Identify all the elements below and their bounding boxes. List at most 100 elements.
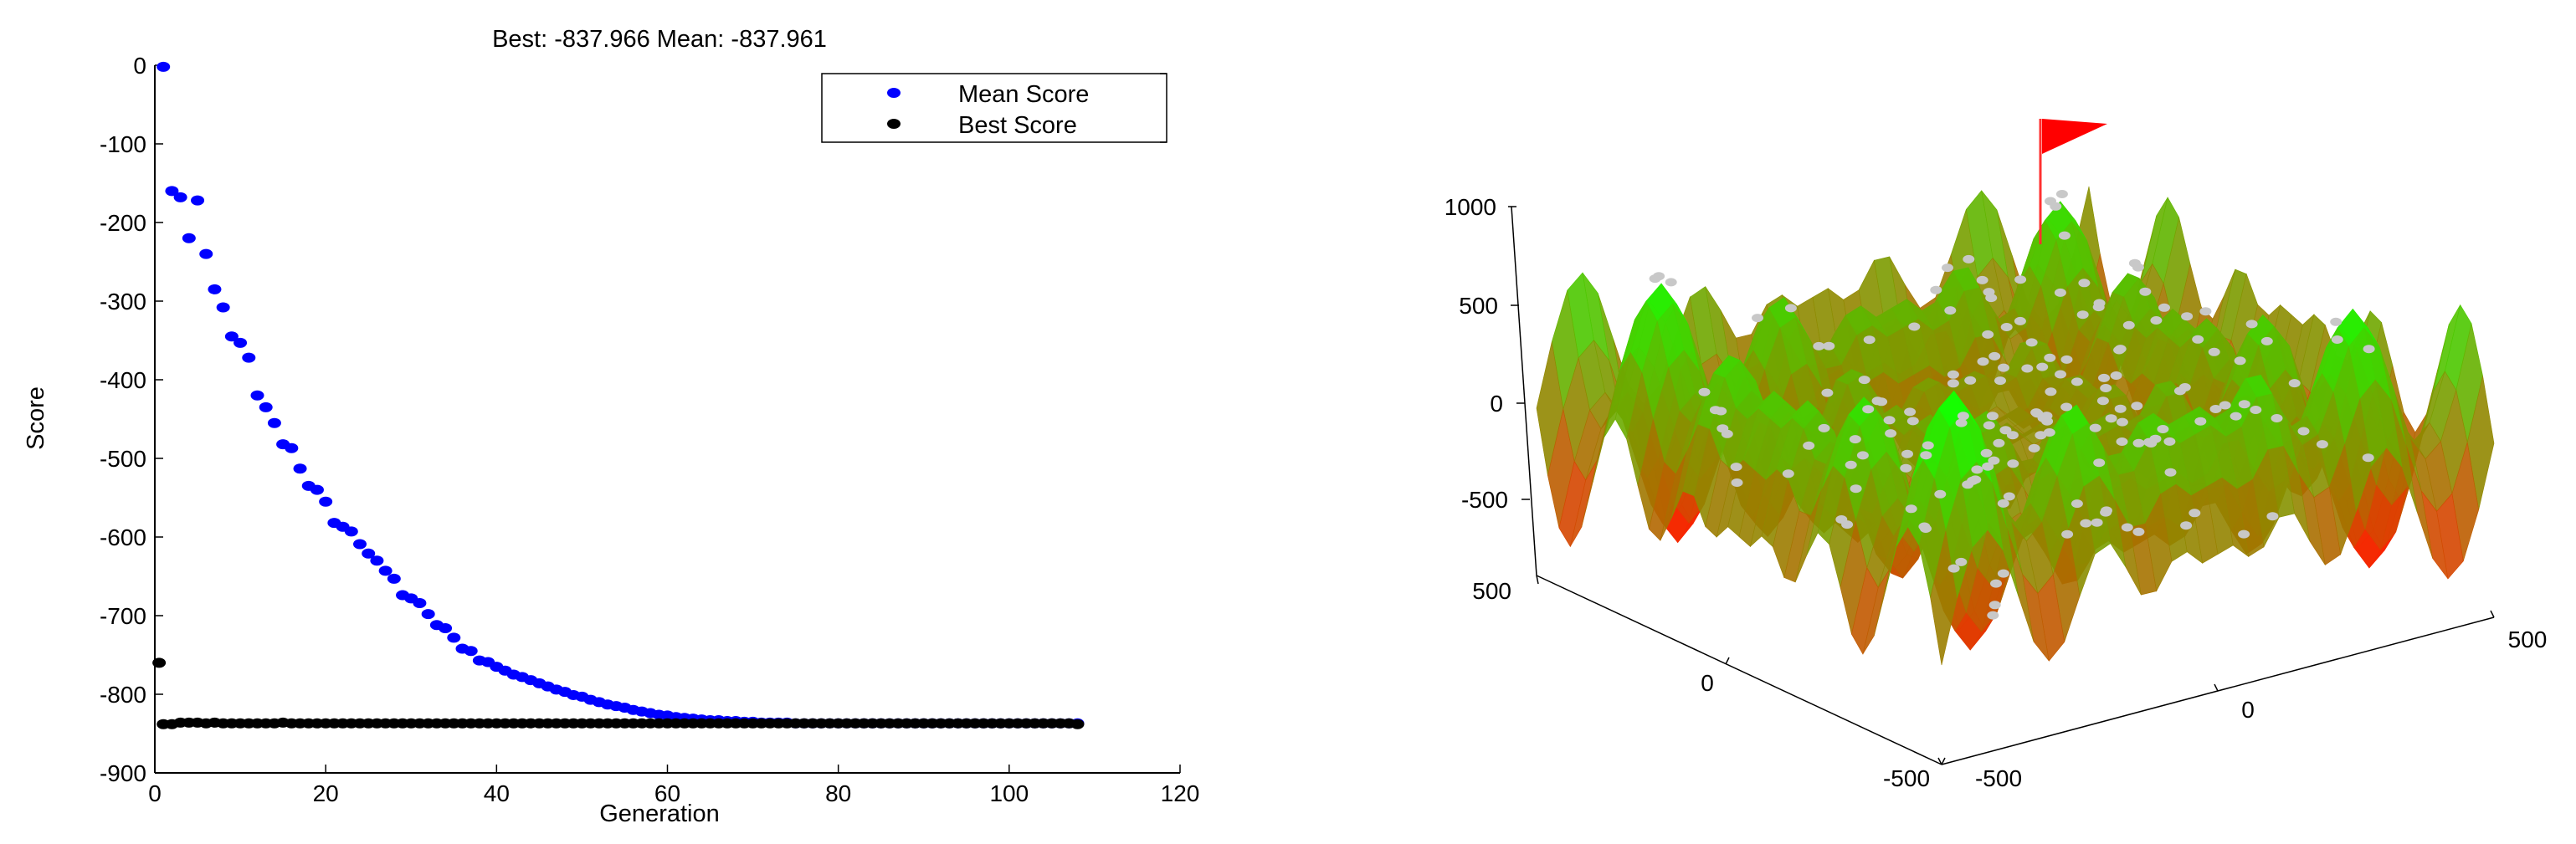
x-tick-label-3d: 0 <box>2241 697 2255 723</box>
x-axis-label: Generation <box>599 801 720 827</box>
population-point <box>2271 414 2283 422</box>
population-point <box>2199 307 2212 316</box>
population-point <box>2000 323 2013 331</box>
population-point <box>2044 353 2056 362</box>
population-point <box>2110 371 2122 380</box>
mean-score-point <box>413 597 427 608</box>
best-score-point <box>152 657 167 668</box>
y-tick-label: -700 <box>100 603 146 629</box>
population-point <box>1988 351 2001 361</box>
population-point <box>2061 529 2074 539</box>
z-tick-label: 0 <box>1490 391 1503 417</box>
z-tick-label: -500 <box>1461 487 1508 513</box>
population-point <box>1947 379 1959 388</box>
population-point <box>1665 278 1677 287</box>
population-point <box>1858 376 1870 385</box>
mean-score-point <box>233 337 248 348</box>
population-point <box>2076 310 2089 320</box>
population-point <box>2055 190 2068 198</box>
y-tick-label-3d: 0 <box>1701 670 1714 696</box>
population-point <box>1987 611 1999 620</box>
population-point <box>2105 414 2117 423</box>
population-point <box>2043 428 2055 437</box>
population-point <box>2054 288 2066 297</box>
population-point <box>1982 462 1994 471</box>
population-point <box>2260 336 2273 345</box>
population-point <box>2209 405 2222 413</box>
population-point <box>1885 429 1897 438</box>
y-tick-label: -900 <box>100 760 146 786</box>
y-tick-label: -800 <box>100 682 146 708</box>
y-axis-label: Score <box>23 386 49 450</box>
mean-score-point <box>378 565 393 576</box>
population-point <box>1850 484 1862 494</box>
x-tick-group: 0 20 40 60 80 100 120 <box>148 765 1199 806</box>
population-point <box>2101 506 2112 515</box>
population-point <box>1988 601 2001 610</box>
population-point <box>2045 387 2057 396</box>
z-tick-label: 500 <box>1459 293 1498 319</box>
x-tick-label: 40 <box>484 780 510 806</box>
best-score-series <box>152 657 1085 729</box>
population-point <box>2116 437 2128 446</box>
population-point <box>2139 287 2152 296</box>
population-point <box>1862 405 1875 414</box>
population-point <box>2116 417 2128 427</box>
mean-score-point <box>387 573 401 584</box>
x-tick-label: 60 <box>654 780 680 806</box>
population-point <box>1997 569 2009 578</box>
population-point <box>1856 451 1869 460</box>
population-point <box>1947 370 1959 379</box>
population-point <box>2093 458 2106 468</box>
population-point <box>2150 316 2163 325</box>
mean-score-point <box>267 417 281 428</box>
population-point <box>1955 557 1968 566</box>
population-point <box>1980 448 1993 458</box>
population-point <box>2208 347 2220 356</box>
population-point <box>2025 338 2038 347</box>
population-point <box>2071 377 2083 386</box>
population-point <box>1982 330 1994 339</box>
mean-score-point <box>208 284 222 294</box>
y-tick-label: -100 <box>100 131 146 157</box>
legend-marker-best <box>887 119 901 129</box>
population-point <box>2288 379 2301 388</box>
population-point <box>1983 421 1995 430</box>
population-point <box>2181 312 2194 321</box>
population-point <box>1998 363 2009 372</box>
population-point <box>1823 341 1835 350</box>
population-point <box>1653 272 1665 281</box>
population-point <box>2036 362 2049 371</box>
population-point <box>2045 197 2056 206</box>
flag-icon <box>2042 119 2107 154</box>
y-tick-label: -200 <box>100 210 146 236</box>
population-point <box>2362 453 2374 463</box>
population-point <box>2266 512 2279 521</box>
population-point <box>1986 412 1999 421</box>
population-point <box>2238 400 2250 409</box>
population-point <box>1964 376 1977 385</box>
population-point <box>2121 523 2133 532</box>
population-point <box>1784 304 1797 313</box>
population-point <box>2092 303 2105 312</box>
y-tick-label: -400 <box>100 367 146 393</box>
surface-chart: 1000 500 0 -500 500 0 -500 -500 0 500 <box>1445 119 2547 791</box>
mean-score-point <box>157 61 171 72</box>
score-chart: Best: -837.966 Mean: -837.961 0 -100 -200 -… <box>23 26 1199 827</box>
mean-score-point <box>259 402 273 412</box>
population-point <box>2021 364 2034 373</box>
y-tick-label-3d: 500 <box>1472 578 1511 604</box>
population-point <box>1905 504 1917 514</box>
population-point <box>2096 396 2109 406</box>
population-point <box>1920 451 1932 460</box>
surface-patch <box>1930 530 1958 666</box>
population-point <box>1730 463 1742 472</box>
population-point <box>2131 402 2143 411</box>
y-tick-label: 0 <box>133 53 146 79</box>
population-point <box>2091 518 2103 527</box>
population-point <box>2192 335 2204 344</box>
legend-label-mean: Mean Score <box>958 81 1089 108</box>
population-point <box>1976 275 1988 284</box>
population-point <box>2164 468 2177 477</box>
population-point <box>2089 423 2101 432</box>
